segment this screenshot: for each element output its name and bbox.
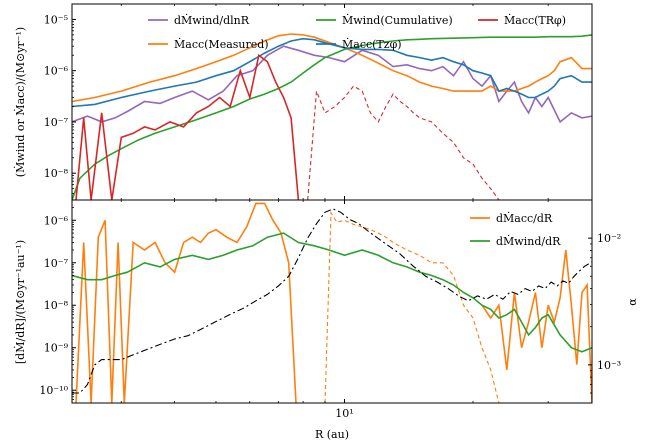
series-line-0-0 — [72, 45, 592, 124]
y-tick-label-1--8: 10⁻⁸ — [44, 299, 69, 312]
y-tick-label-1--9: 10⁻⁹ — [44, 342, 69, 355]
legend-label-bottom-1: dṀwind/dR — [496, 234, 561, 248]
series-line-0-2 — [72, 34, 592, 200]
x-tick-label-10: 10¹ — [335, 407, 353, 420]
y-tick-label-0--5: 10⁻⁵ — [44, 13, 68, 26]
series-line-0-3 — [72, 37, 592, 108]
y-tick-label-1--6: 10⁻⁶ — [44, 214, 69, 227]
y2-tick-label--3: 10⁻³ — [597, 359, 621, 372]
y-tick-label-0--8: 10⁻⁸ — [44, 167, 69, 180]
bottom-y2-axis-label: α — [626, 298, 639, 306]
top-y-axis-label: (Ṁwind or Ṁacc)/(M⊙yr⁻¹) — [13, 27, 27, 177]
legend-label-4: Ṁacc(TRφ) — [504, 13, 566, 27]
y-tick-label-1--7: 10⁻⁷ — [44, 257, 69, 270]
series-line-0-5 — [307, 85, 500, 200]
bottom-y-axis-label: [dṀ/dR]/(M⊙yr⁻¹au⁻¹) — [13, 240, 27, 364]
series-line-1-2 — [481, 249, 592, 403]
top-legend: dṀwind/dlnR Ṁacc(Measured) Ṁwind(Cumulativ… — [148, 13, 566, 51]
bottom-panel: 10⁻¹⁰ 10⁻⁹ 10⁻⁸ 10⁻⁷ 10⁻⁶ 10⁻³ 10⁻² 10¹ dṀacc/dR… — [39, 199, 621, 420]
series-line-1-1 — [324, 210, 500, 403]
legend-label-2: Ṁwind(Cumulative) — [342, 13, 453, 27]
legend-label-0: dṀwind/dlnR — [174, 13, 250, 27]
y-tick-label-0--6: 10⁻⁶ — [44, 65, 69, 78]
legend-label-3: Ṁacc(Tzφ) — [342, 37, 402, 51]
y-tick-label-1--10: 10⁻¹⁰ — [39, 384, 68, 397]
y-tick-label-0--7: 10⁻⁷ — [44, 116, 69, 129]
legend-label-bottom-0: dṀacc/dR — [496, 211, 553, 225]
series-line-1-3 — [72, 232, 592, 353]
series-line-0-1 — [72, 33, 592, 103]
series-line-1-4 — [72, 208, 592, 394]
series-line-1-0 — [75, 202, 297, 403]
panel-frame-1 — [71, 199, 593, 404]
y2-tick-label--2: 10⁻² — [597, 232, 621, 245]
series-line-0-4 — [75, 53, 300, 200]
bottom-legend: dṀacc/dR dṀwind/dR — [470, 211, 561, 248]
x-axis-label: R (au) — [315, 428, 349, 441]
legend-label-1: Ṁacc(Measured) — [174, 37, 269, 51]
top-panel: 10⁻⁸ 10⁻⁷ 10⁻⁶ 10⁻⁵ dṀwind/dlnR Ṁacc(Measured… — [44, 3, 593, 201]
